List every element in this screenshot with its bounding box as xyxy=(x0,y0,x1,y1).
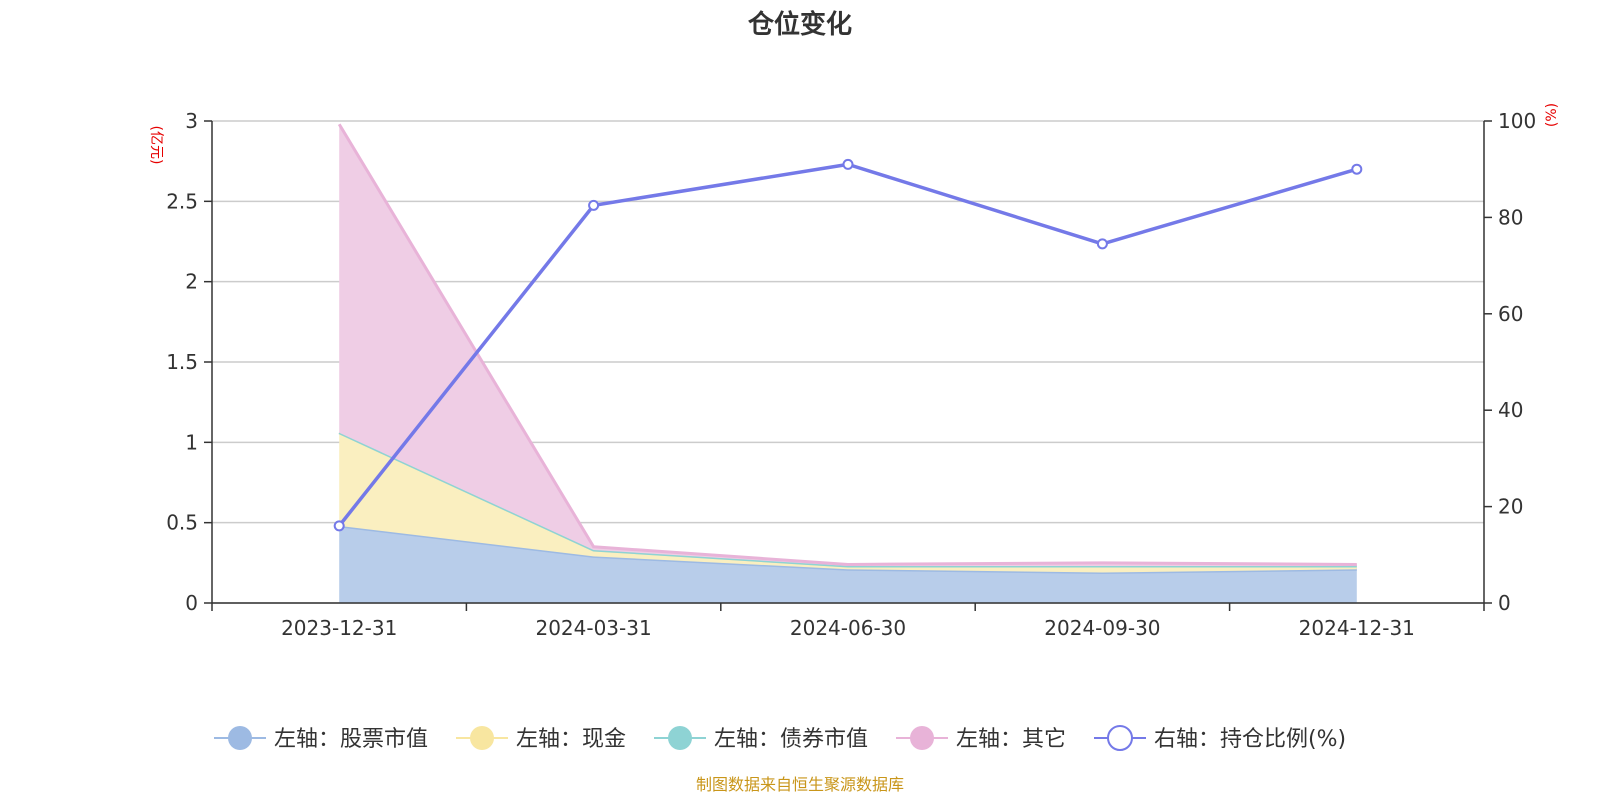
left-tick-label: 0.5 xyxy=(166,511,198,535)
left-tick-label: 3 xyxy=(185,109,198,133)
holding-ratio-point xyxy=(333,520,345,532)
legend-item-0[interactable]: 左轴：股票市值 xyxy=(214,726,428,752)
legend-item-3[interactable]: 左轴：其它 xyxy=(896,726,1066,752)
legend-label: 左轴：其它 xyxy=(956,727,1066,752)
legend-item-1[interactable]: 左轴：现金 xyxy=(456,726,626,752)
left-tick-label: 2 xyxy=(185,270,198,294)
legend-marker xyxy=(1107,725,1133,751)
line-series xyxy=(333,158,1363,532)
right-tick-label: 100 xyxy=(1498,109,1536,133)
legend-label: 左轴：现金 xyxy=(516,727,626,752)
right-tick-label: 60 xyxy=(1498,302,1523,326)
legend-marker xyxy=(228,726,252,750)
holding-ratio-point xyxy=(842,158,854,170)
legend-item-2[interactable]: 左轴：债券市值 xyxy=(654,726,868,752)
data-source-note: 制图数据来自恒生聚源数据库 xyxy=(696,775,904,794)
legend[interactable]: 左轴：股票市值 左轴：现金 左轴：债券市值 左轴：其它 右轴：持仓比例(%) xyxy=(214,725,1346,752)
holding-ratio-point xyxy=(588,199,600,211)
x-tick-label: 2024-12-31 xyxy=(1299,616,1415,640)
chart-title: 仓位变化 xyxy=(747,9,852,40)
right-tick-label: 0 xyxy=(1498,591,1511,615)
area-series xyxy=(337,123,1357,603)
axes: 0 0.5 1 1.5 2 2.5 3 0 20 40 60 80 100 2023-12-31 2024-… xyxy=(166,109,1536,640)
legend-item-4[interactable]: 右轴：持仓比例(%) xyxy=(1094,725,1346,752)
right-axis-unit: (%) xyxy=(1544,103,1560,127)
x-tick-label: 2024-09-30 xyxy=(1044,616,1160,640)
right-tick-label: 80 xyxy=(1498,205,1523,229)
legend-label: 左轴：债券市值 xyxy=(714,727,868,752)
area-series-3 xyxy=(337,123,1357,567)
x-tick-label: 2023-12-31 xyxy=(281,616,397,640)
area-fill xyxy=(339,525,1357,603)
left-tick-label: 0 xyxy=(185,591,198,615)
left-tick-label: 1.5 xyxy=(166,350,198,374)
legend-marker xyxy=(910,726,934,750)
legend-marker xyxy=(470,726,494,750)
area-edge xyxy=(337,123,1357,566)
left-tick-label: 1 xyxy=(185,430,198,454)
x-tick-label: 2024-03-31 xyxy=(535,616,651,640)
right-tick-label: 20 xyxy=(1498,495,1523,519)
legend-label: 右轴：持仓比例(%) xyxy=(1154,727,1346,752)
holding-ratio-point xyxy=(1351,163,1363,175)
left-tick-label: 2.5 xyxy=(166,189,198,213)
legend-label: 左轴：股票市值 xyxy=(274,727,428,752)
left-axis-unit: (亿元) xyxy=(148,126,164,165)
area-fill xyxy=(339,124,1357,567)
holding-ratio-point xyxy=(1096,238,1108,250)
right-tick-label: 40 xyxy=(1498,398,1523,422)
x-tick-label: 2024-06-30 xyxy=(790,616,906,640)
legend-marker xyxy=(668,726,692,750)
